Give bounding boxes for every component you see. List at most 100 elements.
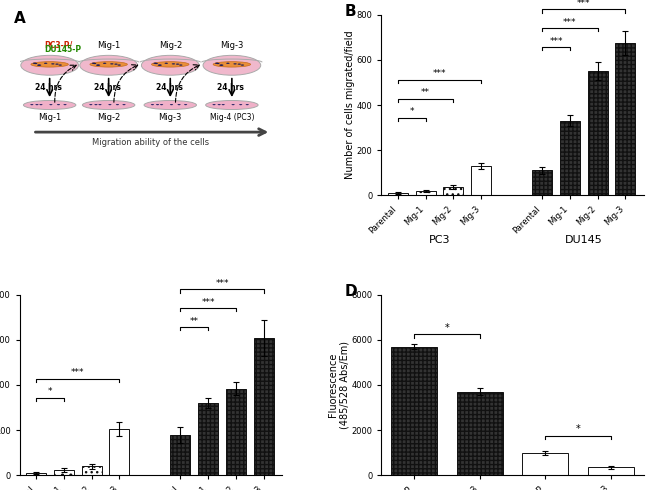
Ellipse shape (176, 64, 179, 65)
Ellipse shape (237, 64, 241, 65)
Ellipse shape (55, 64, 58, 65)
Text: Mig-1: Mig-1 (38, 113, 61, 122)
Ellipse shape (216, 63, 220, 64)
Bar (443, 187, 463, 196)
Y-axis label: Number of cells migrated/field: Number of cells migrated/field (345, 31, 355, 179)
Bar (254, 338, 274, 475)
Text: Mig-3: Mig-3 (220, 41, 244, 50)
Text: DU145: DU145 (565, 235, 603, 245)
Bar (198, 403, 218, 475)
Bar (26, 473, 46, 475)
Ellipse shape (37, 65, 40, 66)
Text: **: ** (421, 88, 430, 97)
Ellipse shape (233, 63, 237, 65)
Ellipse shape (98, 104, 101, 105)
Bar (560, 121, 580, 196)
Ellipse shape (172, 63, 175, 65)
Text: ***: *** (71, 368, 84, 377)
Text: 24 hrs: 24 hrs (94, 83, 121, 92)
Ellipse shape (44, 63, 47, 64)
Ellipse shape (34, 63, 37, 64)
Ellipse shape (213, 62, 251, 67)
Text: Mig-2: Mig-2 (97, 113, 120, 122)
Bar (388, 193, 408, 196)
Ellipse shape (218, 104, 221, 105)
Ellipse shape (156, 104, 159, 105)
Ellipse shape (153, 63, 157, 64)
Ellipse shape (80, 55, 138, 75)
Text: Mig-4 (PC3): Mig-4 (PC3) (209, 113, 254, 122)
Ellipse shape (21, 55, 79, 75)
Text: 24 hrs: 24 hrs (156, 83, 183, 92)
Ellipse shape (90, 62, 127, 67)
Text: DU145-P: DU145-P (44, 46, 81, 54)
Ellipse shape (109, 104, 111, 105)
Text: *: * (47, 387, 52, 396)
Text: 24 hrs: 24 hrs (35, 83, 62, 92)
Ellipse shape (93, 63, 96, 64)
Text: B: B (344, 4, 356, 19)
Text: **: ** (190, 317, 199, 326)
Ellipse shape (51, 63, 55, 65)
Ellipse shape (57, 104, 60, 105)
Text: ***: *** (549, 37, 563, 46)
Ellipse shape (38, 65, 41, 66)
Text: Mig-3: Mig-3 (159, 113, 182, 122)
Ellipse shape (114, 64, 118, 65)
Ellipse shape (92, 63, 95, 64)
Bar (588, 71, 608, 196)
Ellipse shape (177, 104, 181, 105)
Ellipse shape (155, 63, 158, 64)
Text: Mig-1: Mig-1 (97, 41, 120, 50)
Bar (109, 429, 129, 475)
Ellipse shape (158, 65, 161, 66)
Bar (170, 435, 190, 475)
Y-axis label: Fluorescence
(485/528 Abs/Em): Fluorescence (485/528 Abs/Em) (328, 341, 350, 429)
Ellipse shape (142, 55, 199, 75)
Text: ***: *** (215, 279, 229, 288)
Text: Mig-2: Mig-2 (159, 41, 182, 50)
Ellipse shape (160, 104, 163, 105)
Ellipse shape (151, 104, 154, 105)
Ellipse shape (179, 64, 183, 66)
Text: A: A (14, 11, 26, 26)
Bar (416, 191, 436, 196)
Bar (391, 346, 437, 475)
Ellipse shape (215, 63, 218, 64)
Ellipse shape (205, 100, 258, 110)
Ellipse shape (32, 63, 36, 64)
Ellipse shape (219, 65, 223, 66)
Ellipse shape (222, 104, 225, 105)
Ellipse shape (49, 104, 53, 105)
Text: ***: *** (577, 0, 591, 8)
Ellipse shape (64, 104, 66, 105)
Bar (616, 43, 636, 196)
Bar (588, 467, 634, 475)
Ellipse shape (96, 65, 99, 66)
Ellipse shape (213, 104, 216, 105)
Ellipse shape (184, 104, 187, 105)
Ellipse shape (110, 63, 114, 65)
Text: PC3-P/: PC3-P/ (44, 41, 73, 50)
Text: PC3: PC3 (429, 235, 450, 245)
Ellipse shape (89, 104, 92, 105)
Text: *: * (410, 107, 414, 116)
Ellipse shape (122, 104, 125, 105)
Ellipse shape (170, 104, 173, 105)
Ellipse shape (97, 65, 100, 66)
Text: D: D (344, 284, 358, 299)
Text: ***: *** (202, 298, 215, 307)
Text: *: * (576, 424, 580, 434)
Ellipse shape (31, 104, 33, 105)
Ellipse shape (116, 104, 119, 105)
Ellipse shape (40, 104, 42, 105)
Ellipse shape (151, 62, 189, 67)
Ellipse shape (231, 104, 235, 105)
Bar (226, 389, 246, 475)
Bar (54, 470, 74, 475)
Ellipse shape (83, 100, 135, 110)
Ellipse shape (246, 104, 249, 105)
Ellipse shape (144, 100, 196, 110)
Text: ***: *** (564, 18, 577, 27)
Text: 24 hrs: 24 hrs (218, 83, 244, 92)
